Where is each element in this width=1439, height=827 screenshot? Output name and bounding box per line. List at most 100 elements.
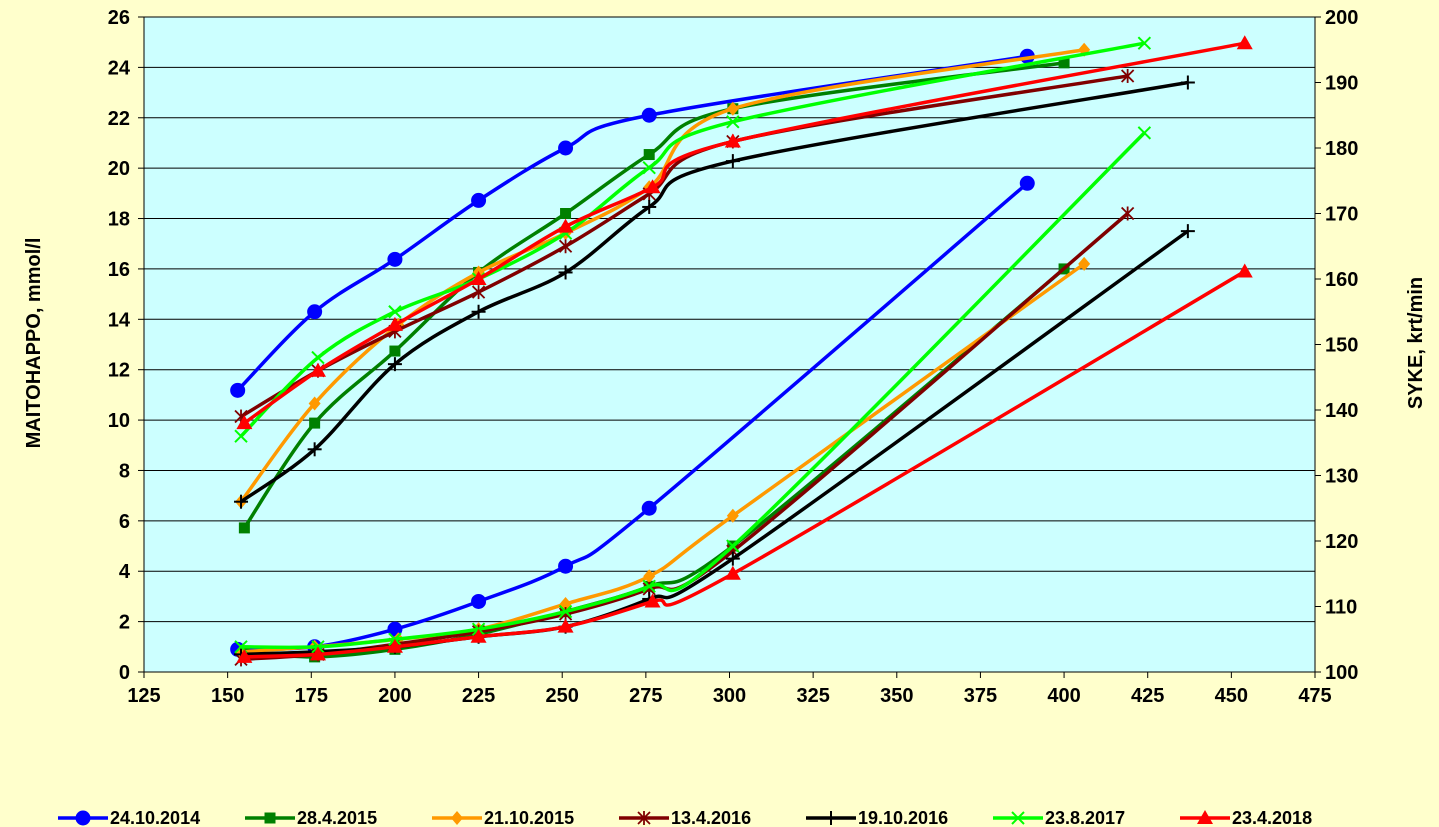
y2-tick-label: 190 [1325,73,1358,95]
y-tick-label: 6 [119,511,130,533]
lactate-point [724,565,741,580]
heart-rate-point [1137,36,1152,50]
heart-rate-point [471,304,486,319]
marker-stroke [234,640,248,654]
legend-label: 21.10.2015 [484,808,574,827]
y2-tick-label: 100 [1325,662,1358,684]
marker-stroke [642,160,656,175]
x-tick-label: 450 [1215,685,1248,707]
heart-rate-point [236,415,253,430]
heart-rate-point [557,218,574,233]
y-tick-label: 0 [119,662,130,684]
y-tick-label: 18 [108,209,130,231]
x-tick-label: 350 [880,685,913,707]
x-tick-label: 325 [796,685,829,707]
heart-rate-point [724,133,741,148]
marker-stroke [388,305,402,319]
x-tick-label: 475 [1298,685,1331,707]
legend-item: 28.4.2015 [245,808,377,827]
y2-tick-label: 130 [1325,466,1358,488]
lactate-line [244,269,1246,659]
heart-rate-point [1236,35,1253,50]
heart-rate-line [240,80,1189,504]
legend-item: 13.4.2016 [619,808,751,827]
y-tick-label: 22 [108,108,130,130]
heart-rate-point [307,304,323,320]
lactate-line [241,131,1146,650]
lactate-point [309,646,326,661]
x-tick-label: 175 [295,685,328,707]
y2-tick-label: 120 [1325,531,1358,553]
heart-rate-point [386,316,403,331]
lactate-point [557,618,574,633]
heart-rate-point [309,362,326,377]
heart-rate-point [238,522,250,534]
y-axis-title: MAITOHAPPO, mmol/l [23,238,45,449]
x-tick-label: 375 [964,685,997,707]
y2-tick-label: 170 [1325,204,1358,226]
lactate-point [1019,175,1035,191]
x-tick-label: 425 [1131,685,1164,707]
heart-rate-point [558,140,574,156]
legend-marker [451,811,463,825]
x-tick-label: 225 [462,685,495,707]
heart-rate-point [726,101,739,116]
legend-label: 13.4.2016 [671,808,751,827]
y-tick-label: 14 [108,309,131,331]
heart-rate-line [242,61,1065,529]
heart-rate-point [560,208,572,219]
heart-rate-line [243,41,1246,425]
marker-stroke [1137,126,1152,140]
series-layer [230,35,1253,667]
legend: 24.10.2014 28.4.2015 21.10.2015 13.4.2016 19… [58,808,1312,827]
x-tick-label: 275 [629,685,662,707]
heart-rate-point [642,160,656,175]
lactate-point [643,569,656,584]
heart-rate-point [308,396,321,411]
heart-rate-point [641,107,657,123]
heart-rate-point [387,251,403,267]
y2-tick-label: 200 [1325,7,1358,29]
marker-stroke [1011,811,1025,825]
series-24.10.2014 [230,48,1035,657]
marker-stroke [234,429,248,443]
lactate-point [641,500,657,516]
heart-rate-point [643,149,655,161]
legend-item: 23.4.2018 [1180,808,1312,827]
heart-rate-point [387,357,402,372]
legend-item: 24.10.2014 [58,808,200,827]
legend-label: 23.8.2017 [1045,808,1125,827]
y-tick-label: 8 [119,460,130,482]
heart-rate-point [309,417,321,429]
lactate-point [726,539,740,553]
y-tick-label: 4 [119,561,131,583]
legend-marker [1011,811,1025,825]
marker-stroke [726,539,740,553]
heart-rate-point [644,179,661,194]
heart-rate-point [558,239,573,254]
marker-stroke [642,579,656,594]
lactate-point [644,593,661,608]
heart-rate-point [234,494,249,509]
x-tick-label: 250 [546,685,579,707]
y2-tick-label: 160 [1325,269,1358,291]
y-tick-label: 2 [119,612,130,634]
series-23.8.2017 [234,36,1152,654]
lactate-point [558,604,573,619]
legend-marker [75,810,91,826]
y-tick-label: 10 [108,410,130,432]
legend-marker [1197,810,1213,824]
heart-rate-point [234,429,248,443]
lactate-point [1078,256,1091,271]
legend-item: 21.10.2015 [432,808,574,827]
y2-tick-label: 180 [1325,138,1358,160]
marker-stroke [558,604,573,619]
heart-rate-point [311,350,325,365]
lactate-point [386,638,403,653]
legend-label: 23.4.2018 [1232,808,1312,827]
lactate-point [1236,263,1253,278]
y2-tick-label: 110 [1325,597,1357,619]
heart-rate-point [389,345,401,357]
lactate-point [471,593,487,609]
